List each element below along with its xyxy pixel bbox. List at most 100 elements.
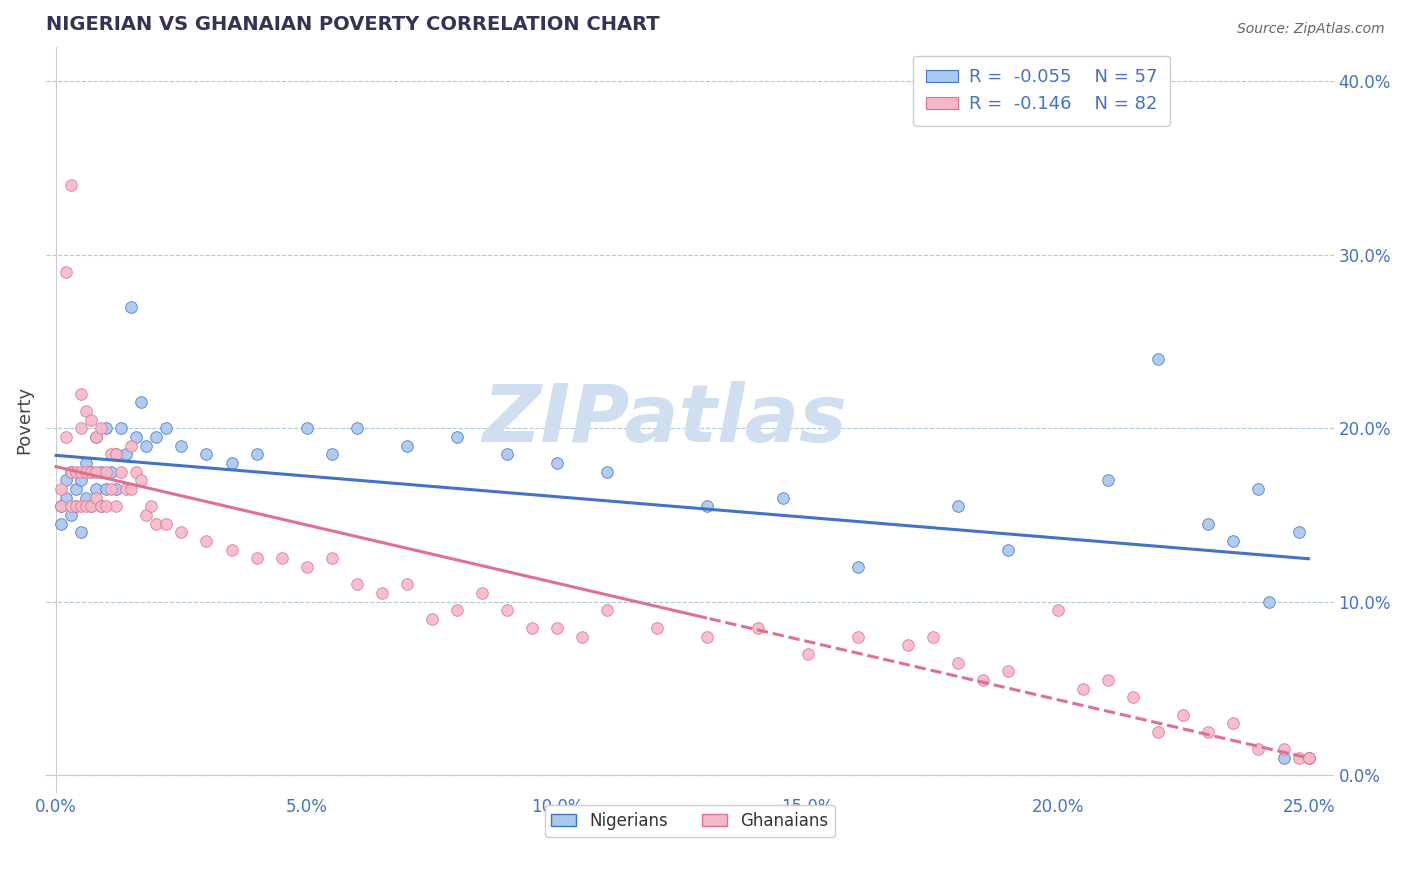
Point [496, 447, 519, 461]
Legend: Nigerians, Ghanaians: Nigerians, Ghanaians [544, 805, 835, 837]
Point [195, 534, 218, 549]
Point [96, 465, 118, 479]
Text: Source: ZipAtlas.com: Source: ZipAtlas.com [1237, 22, 1385, 37]
Point [647, 621, 669, 635]
Point [1122, 690, 1144, 705]
Point [84, 430, 107, 444]
Point [70, 525, 93, 540]
Point [70, 386, 93, 401]
Point [1288, 525, 1310, 540]
Point [70, 500, 93, 514]
Point [90, 500, 112, 514]
Point [921, 630, 943, 644]
Point [80, 500, 103, 514]
Point [115, 447, 138, 461]
Point [846, 560, 869, 574]
Point [55, 265, 77, 279]
Point [75, 491, 97, 505]
Point [946, 500, 969, 514]
Point [90, 500, 112, 514]
Point [65, 500, 87, 514]
Point [747, 621, 769, 635]
Point [371, 586, 394, 600]
Point [1071, 681, 1094, 696]
Text: ZIPatlas: ZIPatlas [482, 381, 846, 458]
Point [75, 465, 97, 479]
Point [131, 395, 153, 409]
Point [75, 456, 97, 470]
Point [520, 621, 543, 635]
Point [696, 630, 718, 644]
Point [170, 439, 193, 453]
Point [321, 551, 343, 566]
Point [145, 430, 167, 444]
Point [51, 516, 73, 531]
Point [80, 465, 103, 479]
Point [110, 465, 132, 479]
Point [1298, 751, 1320, 765]
Point [346, 577, 368, 591]
Point [60, 465, 83, 479]
Point [100, 447, 122, 461]
Point [105, 482, 128, 496]
Point [75, 404, 97, 418]
Point [105, 500, 128, 514]
Point [90, 421, 112, 435]
Point [1047, 603, 1070, 617]
Point [84, 491, 107, 505]
Point [96, 482, 118, 496]
Point [496, 603, 519, 617]
Point [221, 456, 243, 470]
Point [195, 447, 218, 461]
Point [1298, 751, 1320, 765]
Point [60, 508, 83, 522]
Point [70, 421, 93, 435]
Point [75, 500, 97, 514]
Point [1222, 716, 1244, 731]
Point [60, 465, 83, 479]
Point [1298, 751, 1320, 765]
Point [346, 421, 368, 435]
Point [1247, 482, 1270, 496]
Point [946, 656, 969, 670]
Point [51, 500, 73, 514]
Point [125, 430, 148, 444]
Text: NIGERIAN VS GHANAIAN POVERTY CORRELATION CHART: NIGERIAN VS GHANAIAN POVERTY CORRELATION… [46, 15, 659, 34]
Point [1257, 595, 1279, 609]
Point [110, 421, 132, 435]
Point [270, 551, 292, 566]
Point [65, 500, 87, 514]
Point [135, 439, 157, 453]
Point [60, 500, 83, 514]
Point [70, 465, 93, 479]
Point [772, 491, 794, 505]
Point [155, 516, 177, 531]
Point [546, 621, 568, 635]
Point [170, 525, 193, 540]
Point [420, 612, 443, 626]
Point [997, 664, 1019, 678]
Point [84, 482, 107, 496]
Point [596, 603, 619, 617]
Point [120, 439, 142, 453]
Point [571, 630, 593, 644]
Point [1147, 725, 1170, 739]
Point [395, 439, 418, 453]
Point [135, 508, 157, 522]
Point [471, 586, 494, 600]
Point [395, 577, 418, 591]
Point [1247, 742, 1270, 756]
Point [596, 465, 619, 479]
Point [131, 474, 153, 488]
Point [105, 447, 128, 461]
Point [245, 551, 267, 566]
Point [70, 474, 93, 488]
Point [446, 430, 468, 444]
Point [51, 500, 73, 514]
Point [80, 500, 103, 514]
Point [51, 482, 73, 496]
Point [120, 482, 142, 496]
Point [145, 516, 167, 531]
Point [295, 421, 318, 435]
Point [1298, 751, 1320, 765]
